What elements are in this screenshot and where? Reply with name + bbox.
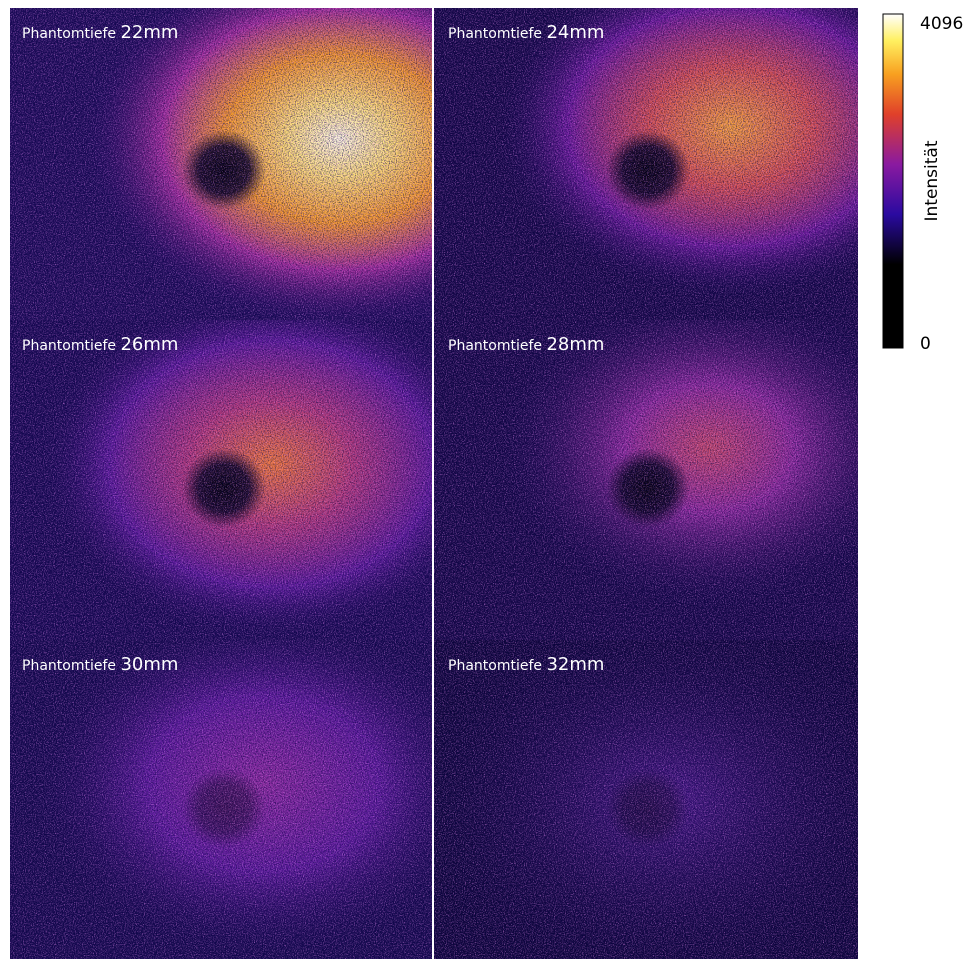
image-panel: Phantomtiefe 32mm	[434, 640, 858, 959]
panel-label: Phantomtiefe 26mm	[22, 334, 178, 355]
panel-label-prefix: Phantomtiefe	[448, 658, 542, 674]
speckle-dark	[434, 320, 858, 640]
panel-label: Phantomtiefe 32mm	[448, 654, 604, 675]
colorbar-max: 4096	[920, 14, 963, 34]
image-panel: Phantomtiefe 26mm	[10, 320, 432, 640]
speckle-dark	[10, 320, 432, 640]
speckle-dark	[434, 8, 858, 320]
image-panel: Phantomtiefe 28mm	[434, 320, 858, 640]
panel-label-prefix: Phantomtiefe	[448, 26, 542, 42]
image-panel: Phantomtiefe 22mm	[10, 8, 432, 320]
colorbar-min: 0	[920, 334, 931, 354]
panel-label-depth: 30mm	[120, 654, 178, 675]
panel-label-depth: 28mm	[546, 334, 604, 355]
panel-label-depth: 26mm	[120, 334, 178, 355]
image-panel: Phantomtiefe 30mm	[10, 640, 432, 959]
panel-label-depth: 24mm	[546, 22, 604, 43]
colorbar: 4096 0 Intensität	[883, 14, 963, 354]
colorbar-label: Intensität	[922, 140, 942, 221]
panel-label: Phantomtiefe 22mm	[22, 22, 178, 43]
image-panel: Phantomtiefe 24mm	[434, 8, 858, 320]
panel-label-depth: 22mm	[120, 22, 178, 43]
panel-label: Phantomtiefe 30mm	[22, 654, 178, 675]
panel-label-prefix: Phantomtiefe	[22, 26, 116, 42]
colorbar-gradient	[883, 14, 903, 348]
figure: Phantomtiefe 22mmPhantomtiefe 24mmPhanto…	[0, 0, 974, 959]
speckle-dark	[434, 640, 858, 959]
panel-label: Phantomtiefe 28mm	[448, 334, 604, 355]
panel-label-prefix: Phantomtiefe	[22, 338, 116, 354]
panel-label-prefix: Phantomtiefe	[22, 658, 116, 674]
panel-label: Phantomtiefe 24mm	[448, 22, 604, 43]
speckle-dark	[10, 640, 432, 959]
panel-label-prefix: Phantomtiefe	[448, 338, 542, 354]
speckle-dark	[10, 8, 432, 320]
panel-label-depth: 32mm	[546, 654, 604, 675]
